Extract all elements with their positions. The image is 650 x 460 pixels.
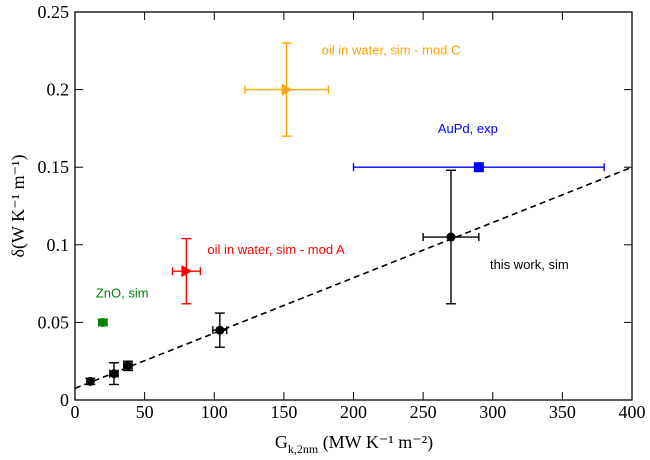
x-label-sub: k,2nm: [288, 442, 319, 456]
y-axis-label: δ(W K⁻¹ m⁻¹): [8, 155, 29, 258]
point: [446, 232, 456, 242]
point: [109, 369, 119, 379]
x-tick-label: 200: [340, 402, 367, 422]
point: [281, 83, 293, 96]
x-tick-label: 250: [410, 402, 437, 422]
series-label: ZnO, sim: [96, 285, 149, 300]
x-tick-label: 0: [71, 402, 80, 422]
series-label: oil in water, sim - mod A: [207, 242, 345, 257]
y-tick-label: 0.15: [38, 157, 70, 177]
x-tick-label: 350: [549, 402, 576, 422]
plot-frame: [74, 11, 633, 401]
point: [98, 317, 108, 327]
y-tick-label: 0.1: [47, 235, 70, 255]
x-tick-label: 400: [619, 402, 646, 422]
series-label: this work, sim: [490, 257, 569, 272]
x-axis-label: Gk,2nm (MW K⁻¹ m⁻²): [275, 432, 433, 456]
fit-line: [74, 166, 633, 390]
point: [85, 376, 95, 386]
point: [215, 325, 225, 335]
point: [123, 361, 133, 371]
x-tick-label: 300: [479, 402, 506, 422]
y-tick-label: 0.25: [38, 2, 70, 22]
x-tick-label: 50: [136, 402, 154, 422]
x-label-rest: (MW K⁻¹ m⁻²): [318, 432, 433, 453]
series-label: oil in water, sim - mod C: [322, 43, 461, 58]
point: [181, 265, 193, 278]
y-tick-label: 0.05: [38, 312, 70, 332]
x-tick-label: 100: [201, 402, 228, 422]
series-label: AuPd, exp: [438, 121, 498, 136]
x-tick-label: 150: [270, 402, 297, 422]
x-label-main: G: [275, 432, 288, 452]
point: [473, 162, 484, 173]
y-tick-label: 0: [60, 390, 69, 410]
y-tick-label: 0.2: [47, 80, 70, 100]
